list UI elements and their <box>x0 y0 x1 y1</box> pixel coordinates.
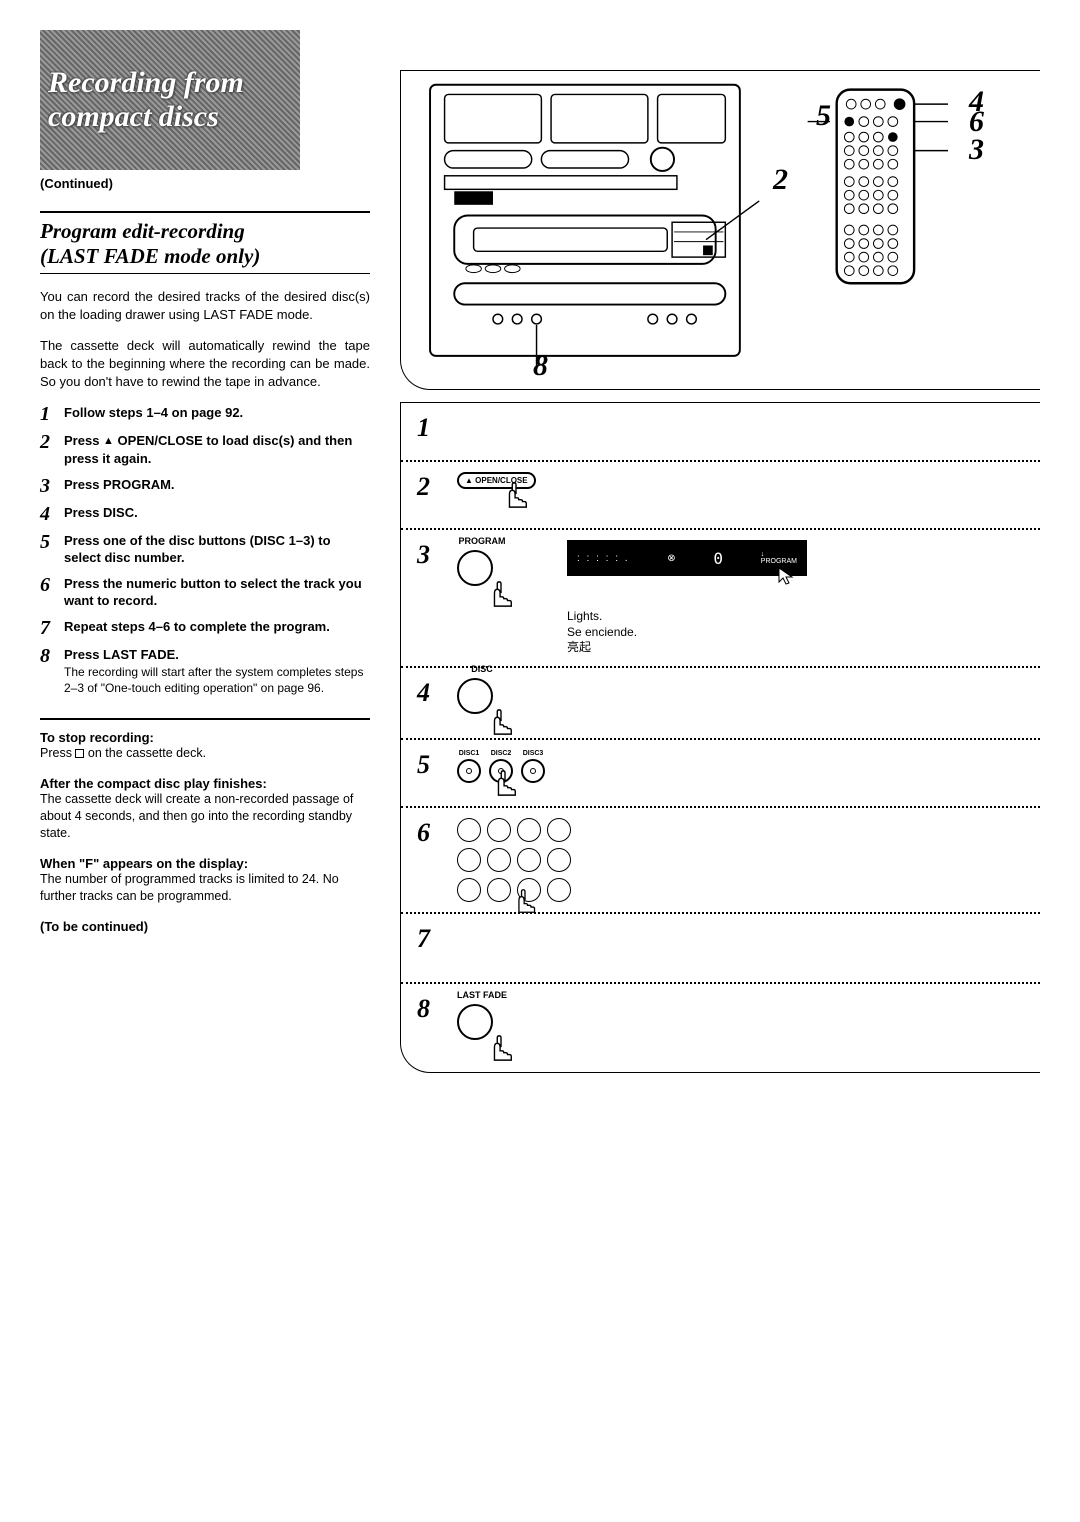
panel-1: 1 <box>401 402 1040 460</box>
intro-para-2: The cassette deck will automatically rew… <box>40 337 370 390</box>
panel-5: 5 DISC1 DISC2 DISC3 <box>401 738 1040 806</box>
finger-icon <box>491 769 519 797</box>
callout-5: 5 <box>816 99 831 133</box>
section-heading: Program edit-recording (LAST FADE mode o… <box>40 219 370 269</box>
step-7: 7 Repeat steps 4–6 to complete the progr… <box>40 618 370 638</box>
finger-icon <box>487 580 515 608</box>
stop-heading: To stop recording: <box>40 730 370 745</box>
step-8: 8 Press LAST FADE. The recording will st… <box>40 646 370 697</box>
pointer-icon <box>777 566 797 586</box>
rule-mid <box>40 718 370 720</box>
callout-3: 3 <box>969 133 984 167</box>
continued-label: (Continued) <box>40 176 370 191</box>
numeric-keypad <box>457 818 571 902</box>
step-6: 6 Press the numeric button to select the… <box>40 575 370 610</box>
step-5: 5 Press one of the disc buttons (DISC 1–… <box>40 532 370 567</box>
title-banner: Recording from compact discs <box>40 30 300 170</box>
stop-section: To stop recording: Press on the cassette… <box>40 730 370 762</box>
step-2: 2 Press ▲ OPEN/CLOSE to load disc(s) and… <box>40 432 370 467</box>
equipment-diagram: 2 8 5 4 6 3 <box>400 70 1040 390</box>
f-text: The number of programmed tracks is limit… <box>40 871 370 905</box>
callout-8: 8 <box>533 349 548 383</box>
disc-label: DISC <box>471 664 493 674</box>
step-4: 4 Press DISC. <box>40 504 370 524</box>
stop-text: Press on the cassette deck. <box>40 745 370 762</box>
title-line2: compact discs <box>48 100 300 134</box>
finger-icon <box>502 481 530 509</box>
f-section: When "F" appears on the display: The num… <box>40 856 370 905</box>
intro-para-1: You can record the desired tracks of the… <box>40 288 370 323</box>
step-list: 1 Follow steps 1–4 on page 92. 2 Press ▲… <box>40 404 370 696</box>
rule-top <box>40 211 370 213</box>
to-be-continued: (To be continued) <box>40 919 370 934</box>
panel-4: 4 DISC <box>401 666 1040 738</box>
finger-icon <box>487 708 515 736</box>
step-1: 1 Follow steps 1–4 on page 92. <box>40 404 370 424</box>
panel-6: 6 <box>401 806 1040 912</box>
panel-2: 2 ▲ OPEN/CLOSE <box>401 460 1040 528</box>
finger-icon <box>487 1034 515 1062</box>
f-heading: When "F" appears on the display: <box>40 856 370 871</box>
program-label: PROGRAM <box>459 536 506 546</box>
title-line1: Recording from <box>48 66 300 100</box>
rule-under-heading <box>40 273 370 274</box>
after-section: After the compact disc play finishes: Th… <box>40 776 370 842</box>
step-panels: 1 2 ▲ OPEN/CLOSE 3 PROGRAM <box>400 402 1040 1073</box>
lights-text: Lights. Se enciende. 亮起 <box>567 609 1030 656</box>
callout-2: 2 <box>773 163 788 197</box>
after-heading: After the compact disc play finishes: <box>40 776 370 791</box>
step-3: 3 Press PROGRAM. <box>40 476 370 496</box>
after-text: The cassette deck will create a non-reco… <box>40 791 370 842</box>
panel-3: 3 PROGRAM : : : : : . ⊗ 0 ↓PROGRAM <box>401 528 1040 666</box>
panel-7: 7 <box>401 912 1040 982</box>
panel-8: 8 LAST FADE <box>401 982 1040 1072</box>
last-fade-label: LAST FADE <box>457 990 507 1000</box>
display-panel: : : : : : . ⊗ 0 ↓PROGRAM <box>567 540 807 576</box>
finger-icon <box>512 888 538 914</box>
